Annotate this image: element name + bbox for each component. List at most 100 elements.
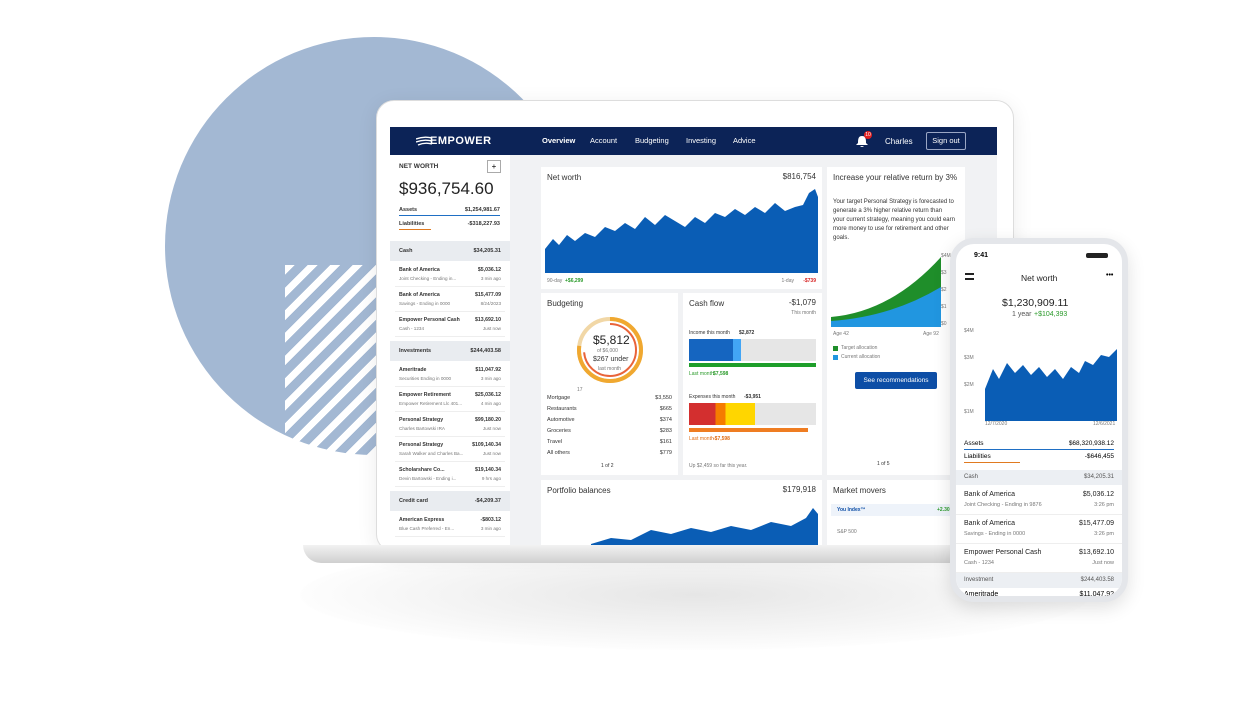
account-sub: Charles Bartowski IRA xyxy=(399,426,445,431)
networth-card: Net worth $816,754 90-day +$6,299 1-day … xyxy=(541,167,822,289)
nav-link[interactable]: Advice xyxy=(733,136,756,145)
account-sub: Joint Checking - Ending in... xyxy=(399,276,457,281)
account-name[interactable]: Personal Strategy xyxy=(399,442,444,448)
group-header xyxy=(956,573,1122,588)
card-title: Portfolio balances xyxy=(547,486,611,495)
account-sub: Blue Cash Preferred - En... xyxy=(399,526,455,531)
budget-amount: $665 xyxy=(659,406,672,412)
nav-link[interactable]: Account xyxy=(590,136,618,145)
status-time: 9:41 xyxy=(974,252,989,259)
budget-of: of $6,000 xyxy=(597,348,618,354)
assets-bar xyxy=(399,215,500,216)
mover-row xyxy=(831,504,965,516)
account-sub: Securities Ending in 0000 xyxy=(399,376,452,381)
budget-ring xyxy=(577,317,643,383)
axis-label: $2 xyxy=(941,287,947,293)
user-menu[interactable]: Charles xyxy=(885,137,913,146)
phone-end: 12/6/2021 xyxy=(1093,421,1116,427)
card-title: Market movers xyxy=(833,486,886,495)
sidebar-total: $936,754.60 xyxy=(399,179,494,198)
card-value: $816,754 xyxy=(782,172,816,181)
income-last-bar xyxy=(689,363,816,367)
account-name[interactable]: Personal Strategy xyxy=(399,417,444,423)
legend-label: Target allocation xyxy=(841,345,878,351)
card-value: -$1,079 xyxy=(788,298,816,307)
liabilities-bar xyxy=(964,462,1020,463)
more-button[interactable]: ••• xyxy=(1106,272,1114,279)
advice-card: Increase your relative return by 3% Your… xyxy=(827,167,965,475)
budget-category: Restaurants xyxy=(547,406,577,412)
account-time: 9 hrs ago xyxy=(481,476,501,481)
nav-link[interactable]: Overview xyxy=(542,136,576,145)
group-name[interactable]: Credit card xyxy=(399,498,429,504)
badge: 10 xyxy=(864,131,872,139)
budget-period: last month xyxy=(598,366,622,372)
phone-change: +$104,393 xyxy=(1034,311,1068,318)
account-sub: Cash - 1234 xyxy=(399,326,425,331)
account-amount: $5,036.12 xyxy=(477,267,501,273)
divider xyxy=(395,486,505,487)
right-change: -$739 xyxy=(803,278,816,284)
navbar xyxy=(390,127,997,155)
budget-category: All others xyxy=(547,450,570,456)
menu-icon[interactable] xyxy=(965,273,974,280)
item-name[interactable]: Empower Personal Cash xyxy=(964,549,1042,556)
income-label: Income this month xyxy=(689,330,730,336)
card-title: Net worth xyxy=(547,173,582,182)
account-time: 8/24/2023 xyxy=(480,301,501,306)
item-name: Ameritrade xyxy=(964,591,999,598)
group-name[interactable]: Cash xyxy=(399,248,413,254)
account-name[interactable]: Scholarshare Co... xyxy=(399,467,445,473)
phone-period: 1 year xyxy=(1012,311,1032,318)
item-name[interactable]: Bank of America xyxy=(964,491,1015,498)
account-name[interactable]: Ameritrade xyxy=(399,367,427,373)
item-amount: $15,477.09 xyxy=(1078,520,1114,527)
signout-button[interactable]: Sign out xyxy=(926,132,966,150)
divider xyxy=(956,572,1122,573)
add-button[interactable]: + xyxy=(487,160,501,173)
account-time: Just now xyxy=(482,326,501,331)
divider xyxy=(956,543,1122,544)
account-name[interactable]: Bank of America xyxy=(399,292,440,298)
nav-link[interactable]: Budgeting xyxy=(635,136,669,145)
account-name[interactable]: American Express xyxy=(399,517,445,523)
account-name[interactable]: Empower Personal Cash xyxy=(399,317,460,323)
divider xyxy=(395,436,505,437)
expense-label: Expenses this month xyxy=(689,394,736,400)
card-title: Budgeting xyxy=(547,299,584,308)
right-label: 1-day xyxy=(781,278,794,284)
assets-label: Assets xyxy=(964,440,984,447)
legend-label: Current allocation xyxy=(841,354,881,360)
nav-link[interactable]: Investing xyxy=(686,136,717,145)
item-time: 3:26 pm xyxy=(1094,531,1114,537)
note: Up $2,459 so far this year. xyxy=(689,463,748,469)
axis-label: $1M xyxy=(964,409,974,415)
account-time: 4 min ago xyxy=(480,401,501,406)
account-name[interactable]: Empower Retirement xyxy=(399,392,451,398)
liabilities-value: -$318,227.93 xyxy=(467,221,500,227)
group-name[interactable]: Investments xyxy=(399,348,432,354)
phone: 9:41 Net worth ••• $1,230,909.11 1 year … xyxy=(950,238,1128,602)
axis-label: $2M xyxy=(964,382,974,388)
group-header xyxy=(956,470,1122,485)
group-header xyxy=(390,341,510,361)
mover-change: +2.30 xyxy=(937,507,950,513)
bell[interactable] xyxy=(856,135,868,148)
assets-value: $1,254,981.67 xyxy=(464,207,500,213)
card-value: $179,918 xyxy=(782,485,816,494)
brand-mark xyxy=(416,136,432,146)
card-title: Increase your relative return by 3% xyxy=(833,173,958,182)
income-last: $7,598 xyxy=(713,371,729,377)
account-amount: $15,477.09 xyxy=(475,292,501,298)
item-name[interactable]: Bank of America xyxy=(964,520,1015,527)
pager[interactable]: 1 of 5 xyxy=(877,461,890,467)
account-name[interactable]: Bank of America xyxy=(399,267,440,273)
recommend-button[interactable]: See recommendations xyxy=(855,372,937,389)
account-amount: $11,047.92 xyxy=(475,367,501,373)
group-total: $34,205.31 xyxy=(1083,474,1114,480)
item-amount: $13,692.10 xyxy=(1078,549,1114,556)
budget-category: Mortgage xyxy=(547,395,571,401)
pager[interactable]: 1 of 2 xyxy=(601,463,614,469)
brand[interactable]: EMPOWER xyxy=(430,135,492,147)
account-sub: Sarah Walker and Charles Ba... xyxy=(399,451,464,456)
